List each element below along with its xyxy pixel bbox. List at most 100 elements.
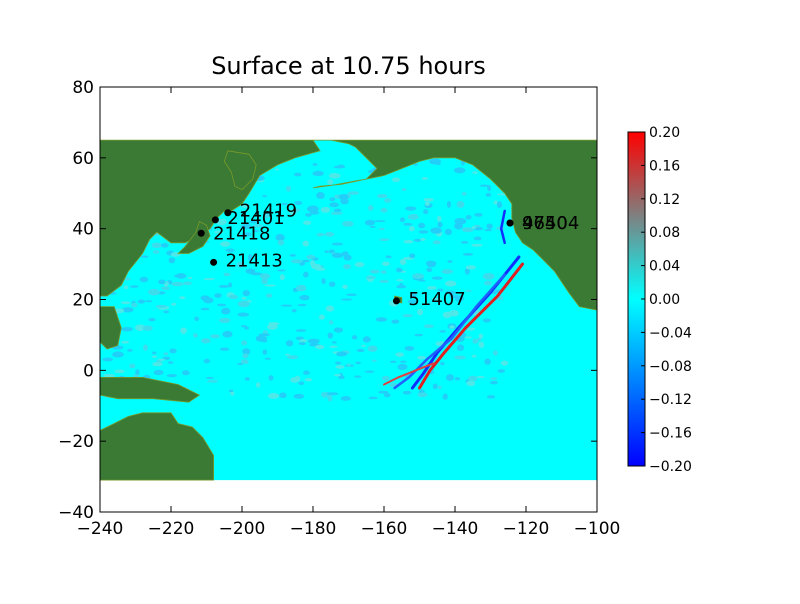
wave-speck [417,308,424,316]
wave-speck [444,280,457,287]
wave-speck [496,201,503,209]
wave-speck [244,377,250,381]
wave-speck [424,201,430,206]
wave-speck [228,389,234,393]
wave-speck [192,333,198,338]
wave-speck [102,357,114,362]
wave-speck [297,303,307,307]
wave-speck [158,279,166,285]
wave-speck [423,324,434,329]
wave-speck [421,176,428,180]
wave-speck [303,220,312,225]
wave-speck [482,318,491,323]
wave-speck [407,299,417,304]
wave-speck [301,259,310,263]
y-axis: −40 −20 0 20 40 60 80 [58,78,597,523]
wave-speck [143,344,149,351]
x-tick-label: −200 [219,519,266,539]
wave-speck [437,385,442,390]
land-mass [100,412,214,481]
wave-speck [371,359,377,362]
wave-speck [389,360,397,363]
wave-speck [175,272,187,279]
wave-speck [461,191,467,196]
wave-speck [210,334,220,339]
wave-speck [343,264,352,270]
wave-speck [252,224,264,228]
wave-speck [123,285,129,290]
wave-speck [114,369,125,374]
wave-speck [431,276,443,280]
wave-speck [379,238,390,242]
wave-speck [245,268,256,274]
wave-speck [500,360,509,366]
wave-speck [417,392,428,398]
wave-speck [399,360,407,363]
wave-speck [135,369,140,376]
wave-speck [383,392,391,398]
gauge-label: 21419 [240,201,297,222]
wave-speck [331,252,344,259]
wave-speck [214,230,224,234]
wave-speck [324,250,329,253]
wave-speck [293,172,302,177]
wave-speck [420,237,426,241]
wave-speck [151,242,162,249]
wave-speck [391,319,400,324]
wave-speck [258,333,271,337]
wave-speck [328,281,336,287]
wave-speck [194,316,200,321]
wave-speck [268,375,274,381]
y-tick-label: −20 [58,432,94,452]
wave-speck [328,172,341,179]
wave-speck [472,171,479,174]
wave-speck [402,314,413,318]
wave-speck [432,240,441,245]
wave-speck [284,353,291,356]
wave-speck [241,232,252,237]
wave-speck [120,301,131,305]
wave-speck [129,285,139,288]
wave-speck [302,240,309,247]
x-tick-label: −180 [290,519,337,539]
wave-speck [465,289,472,293]
wave-speck [298,339,308,343]
wave-speck [152,355,157,359]
wave-speck [486,223,493,230]
wave-speck [262,195,268,198]
colorbar-tick-label: 0.12 [649,192,680,208]
x-tick-label: −160 [361,519,408,539]
x-tick-label: −240 [77,519,124,539]
wave-speck [456,200,465,208]
wave-speck [464,336,473,339]
wave-speck [379,279,390,283]
wave-speck [277,239,285,246]
wave-speck [478,341,485,348]
wave-speck [241,296,247,300]
wave-speck [127,348,133,352]
wave-speck [397,363,408,371]
y-tick-label: 80 [72,78,94,98]
chart-title: Surface at 10.75 hours [211,52,486,80]
wave-speck [167,361,174,364]
wave-speck [228,294,238,300]
wave-speck [430,227,443,234]
wave-speck [148,288,160,296]
wave-speck [423,209,429,215]
wave-speck [324,231,335,237]
wave-speck [240,203,250,208]
gauge-label: 21401 [227,208,284,229]
wave-speck [365,276,377,279]
wave-speck [432,383,438,390]
wave-speck [291,308,297,313]
wave-speck [465,327,476,331]
wave-speck [445,374,454,381]
wave-speck [418,230,429,234]
wave-speck [468,375,478,382]
wave-front [418,262,524,390]
wave-speck [396,279,404,282]
wave-speck [228,282,233,288]
wave-speck [237,300,250,308]
wave-speck [171,281,184,287]
wave-speck [346,363,351,367]
